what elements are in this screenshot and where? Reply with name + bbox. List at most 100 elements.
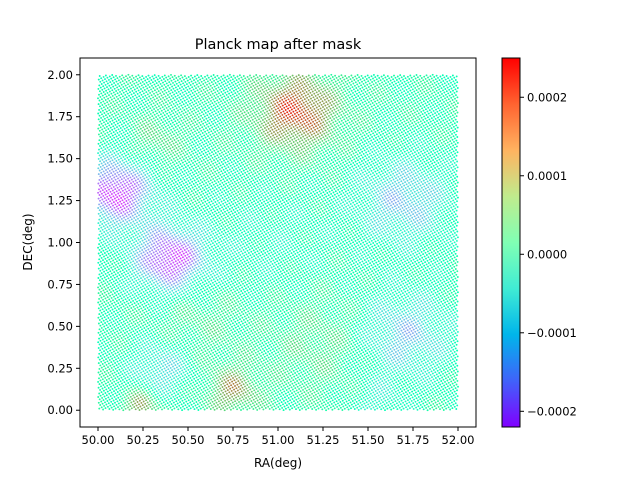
- scatter-point: [106, 210, 109, 213]
- scatter-point: [166, 371, 169, 374]
- scatter-point: [154, 338, 157, 341]
- scatter-point: [122, 329, 125, 332]
- scatter-point: [139, 256, 142, 259]
- scatter-point: [128, 393, 131, 396]
- scatter-point: [157, 297, 159, 300]
- scatter-point: [123, 127, 126, 130]
- scatter-point: [211, 300, 214, 303]
- scatter-point: [143, 317, 146, 320]
- scatter-point: [158, 364, 161, 367]
- scatter-point: [137, 199, 140, 201]
- scatter-point: [199, 322, 202, 325]
- scatter-point: [166, 197, 169, 200]
- scatter-point: [241, 316, 244, 319]
- scatter-point: [128, 384, 131, 387]
- scatter-point: [202, 366, 205, 369]
- scatter-point: [108, 343, 111, 346]
- scatter-point: [170, 302, 172, 305]
- scatter-point: [130, 252, 133, 255]
- scatter-point: [107, 128, 110, 130]
- scatter-point: [114, 212, 116, 215]
- scatter-point: [242, 337, 245, 340]
- scatter-point: [284, 392, 287, 395]
- scatter-point: [246, 329, 249, 332]
- scatter-point: [196, 287, 199, 290]
- scatter-point: [208, 350, 211, 353]
- scatter-point: [132, 235, 135, 238]
- scatter-point: [160, 259, 163, 261]
- scatter-point: [188, 255, 191, 258]
- scatter-point: [98, 99, 101, 102]
- scatter-point: [215, 346, 218, 349]
- scatter-point: [188, 335, 190, 337]
- scatter-point: [120, 352, 123, 355]
- scatter-point: [208, 262, 211, 265]
- scatter-point: [128, 338, 131, 341]
- scatter-point: [186, 232, 188, 235]
- scatter-point: [128, 274, 131, 277]
- scatter-point: [119, 365, 122, 368]
- scatter-point: [238, 367, 241, 370]
- scatter-point: [268, 386, 270, 389]
- scatter-point: [176, 341, 179, 344]
- scatter-point: [260, 400, 263, 403]
- scatter-point: [129, 185, 131, 188]
- scatter-point: [154, 180, 157, 183]
- scatter-point: [172, 291, 175, 294]
- scatter-point: [154, 284, 157, 287]
- scatter-point: [142, 385, 145, 388]
- scatter-point: [237, 325, 240, 328]
- scatter-point: [141, 364, 144, 367]
- scatter-point: [199, 252, 202, 255]
- scatter-point: [120, 233, 123, 236]
- scatter-point: [114, 303, 117, 306]
- scatter-point: [152, 370, 155, 373]
- scatter-point: [137, 253, 140, 256]
- scatter-point: [138, 195, 141, 198]
- scatter-point: [144, 323, 147, 326]
- scatter-point: [125, 230, 128, 233]
- scatter-point: [114, 392, 117, 395]
- scatter-point: [157, 392, 159, 395]
- scatter-point: [238, 401, 240, 403]
- scatter-point: [178, 355, 181, 358]
- scatter-point: [253, 349, 256, 352]
- scatter-point: [157, 328, 160, 331]
- scatter-point: [220, 389, 223, 392]
- scatter-point: [121, 189, 124, 192]
- scatter-point: [97, 173, 100, 176]
- scatter-point: [139, 152, 142, 155]
- scatter-point: [148, 205, 151, 208]
- scatter-point: [137, 178, 140, 181]
- scatter-point: [206, 397, 209, 400]
- scatter-point: [227, 404, 229, 407]
- scatter-point: [292, 384, 295, 387]
- scatter-point: [183, 407, 186, 410]
- scatter-point: [167, 328, 170, 331]
- scatter-point: [106, 116, 109, 119]
- scatter-point: [113, 395, 116, 398]
- scatter-point: [156, 237, 159, 240]
- scatter-point: [225, 332, 228, 334]
- scatter-point: [260, 385, 263, 388]
- scatter-point: [104, 138, 107, 141]
- scatter-point: [112, 280, 115, 283]
- scatter-point: [163, 391, 166, 394]
- scatter-point: [133, 381, 136, 384]
- scatter-point: [252, 353, 255, 356]
- scatter-point: [140, 267, 143, 270]
- scatter-point: [257, 325, 260, 328]
- scatter-point: [131, 333, 134, 336]
- scatter-point: [225, 386, 228, 389]
- scatter-point: [136, 166, 138, 169]
- scatter-point: [142, 211, 145, 214]
- scatter-point: [132, 180, 135, 183]
- scatter-point: [261, 396, 264, 399]
- scatter-point: [104, 99, 107, 101]
- scatter-point: [199, 367, 202, 370]
- scatter-point: [170, 403, 173, 405]
- scatter-point: [188, 340, 191, 343]
- scatter-point: [277, 366, 280, 369]
- scatter-point: [281, 357, 284, 360]
- scatter-point: [104, 337, 107, 340]
